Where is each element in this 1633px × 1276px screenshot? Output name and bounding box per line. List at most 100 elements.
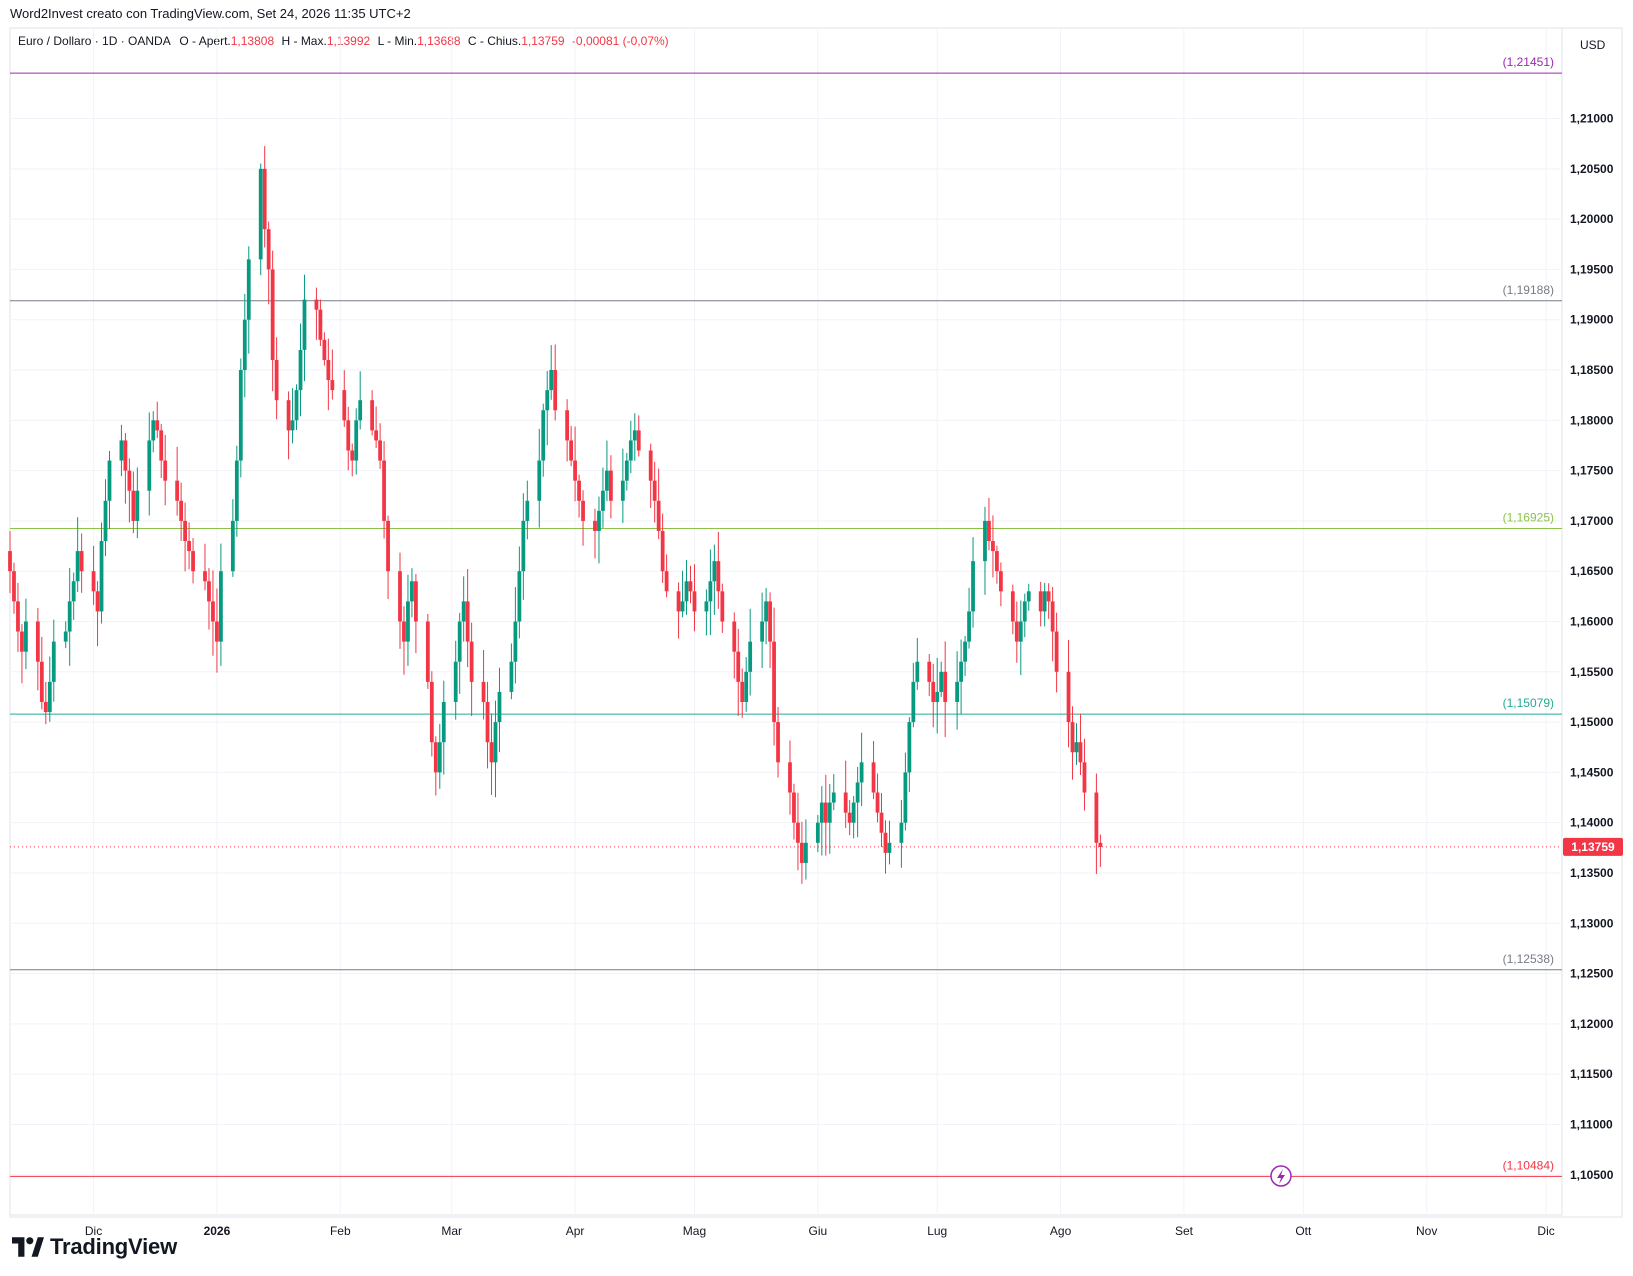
candle-body (493, 722, 498, 763)
candle-body (147, 440, 152, 491)
horizontal-level-label: (1,10484) (1503, 1158, 1554, 1172)
y-tick-label: 1,13500 (1570, 866, 1614, 880)
candle-body (959, 661, 963, 682)
candle-body (931, 681, 936, 702)
candle-body (95, 591, 100, 612)
tradingview-logo[interactable]: TradingView (12, 1234, 177, 1260)
symbol-legend: Euro / Dollaro · 1D · OANDA O - Apert.1,… (18, 34, 669, 48)
candle-body (573, 460, 577, 481)
candle-body (955, 681, 960, 702)
x-tick-label: Mag (683, 1224, 706, 1238)
candle-body (262, 168, 267, 230)
candle-body (537, 460, 542, 501)
candle-body (855, 782, 860, 803)
y-tick-label: 1,21000 (1570, 112, 1614, 126)
candle-body (971, 561, 975, 612)
tradingview-logo-icon (12, 1237, 44, 1257)
x-tick-label: Ott (1295, 1224, 1312, 1238)
candle-body (1074, 742, 1079, 753)
candle-body (1098, 842, 1103, 847)
candle-body (266, 229, 271, 270)
candle-body (481, 681, 486, 702)
candle-body (47, 681, 52, 713)
candle-body (270, 269, 275, 360)
candle-body (716, 561, 721, 592)
candle-body (517, 571, 522, 622)
candle-body (8, 551, 12, 572)
candle-body (107, 460, 112, 501)
candle-body (437, 742, 442, 773)
candle-body (740, 681, 745, 702)
candle-body (569, 440, 573, 461)
candle-body (732, 621, 737, 652)
candle-body (577, 480, 581, 501)
candle-body (620, 480, 625, 501)
y-tick-label: 1,16000 (1570, 615, 1614, 629)
candle-body (290, 420, 295, 431)
candle-body (565, 410, 570, 441)
candle-body (688, 581, 693, 592)
candle-body (1046, 591, 1051, 602)
candle-body (764, 601, 768, 622)
candle-body (744, 671, 749, 702)
y-tick-label: 1,20000 (1570, 212, 1614, 226)
candle-body (680, 601, 685, 612)
candle-body (776, 722, 780, 763)
candle-body (991, 541, 995, 552)
candle-body (230, 520, 235, 572)
y-tick-label: 1,19000 (1570, 313, 1614, 327)
last-price-tag[interactable] (1563, 837, 1623, 856)
currency-label[interactable]: USD (1580, 38, 1606, 52)
candle-body (553, 370, 558, 411)
candle-body (963, 641, 967, 662)
candle-body (736, 651, 741, 682)
candle-body (1014, 621, 1019, 642)
candle-body (294, 390, 299, 421)
candle-body (211, 601, 215, 622)
candle-body (75, 551, 80, 582)
candle-body (246, 259, 251, 320)
lightning-icon[interactable] (1270, 1165, 1292, 1187)
candle-body (163, 460, 168, 481)
candle-body (51, 641, 56, 682)
candle-body (983, 520, 987, 562)
candle-body (1050, 601, 1055, 632)
candle-body (374, 430, 379, 441)
candle-body (35, 621, 40, 662)
x-tick-label: Giu (808, 1224, 827, 1238)
candle-body (796, 822, 800, 843)
x-tick-label: Nov (1416, 1224, 1437, 1238)
axes: 1,10500 1,11000 1,11500 1,12000 1,12500 1,130… (85, 112, 1623, 1238)
x-tick-label: Set (1175, 1224, 1194, 1238)
candle-body (67, 601, 72, 632)
candle-body (851, 802, 856, 823)
y-tick-label: 1,11000 (1570, 1117, 1613, 1131)
candle-body (298, 349, 303, 391)
y-tick-label: 1,20500 (1570, 162, 1614, 176)
candle-body (652, 480, 657, 501)
candle-body (234, 460, 239, 521)
candle-body (131, 490, 136, 521)
horizontal-level-label: (1,16925) (1503, 510, 1554, 524)
legend-open-label: O - Apert. (179, 34, 231, 48)
candle-body (1026, 591, 1031, 602)
legend-change-value: -0,00081 (-0,07%) (571, 34, 669, 48)
candle-body (581, 500, 585, 521)
candle-body (382, 460, 386, 521)
candle-body (16, 601, 20, 632)
candle-body (457, 621, 462, 662)
candle-body (410, 581, 414, 602)
candle-body (342, 390, 347, 421)
candle-body (175, 480, 180, 501)
candle-body (1022, 601, 1027, 622)
candle-body (127, 470, 132, 491)
candle-body (302, 299, 307, 350)
candle-body (1066, 671, 1071, 723)
candle-body (899, 822, 904, 843)
candle-body (915, 661, 920, 682)
candle-body (999, 571, 1003, 592)
y-tick-label: 1,13000 (1570, 916, 1614, 930)
candle-body (406, 601, 410, 642)
candle-body (593, 520, 597, 531)
